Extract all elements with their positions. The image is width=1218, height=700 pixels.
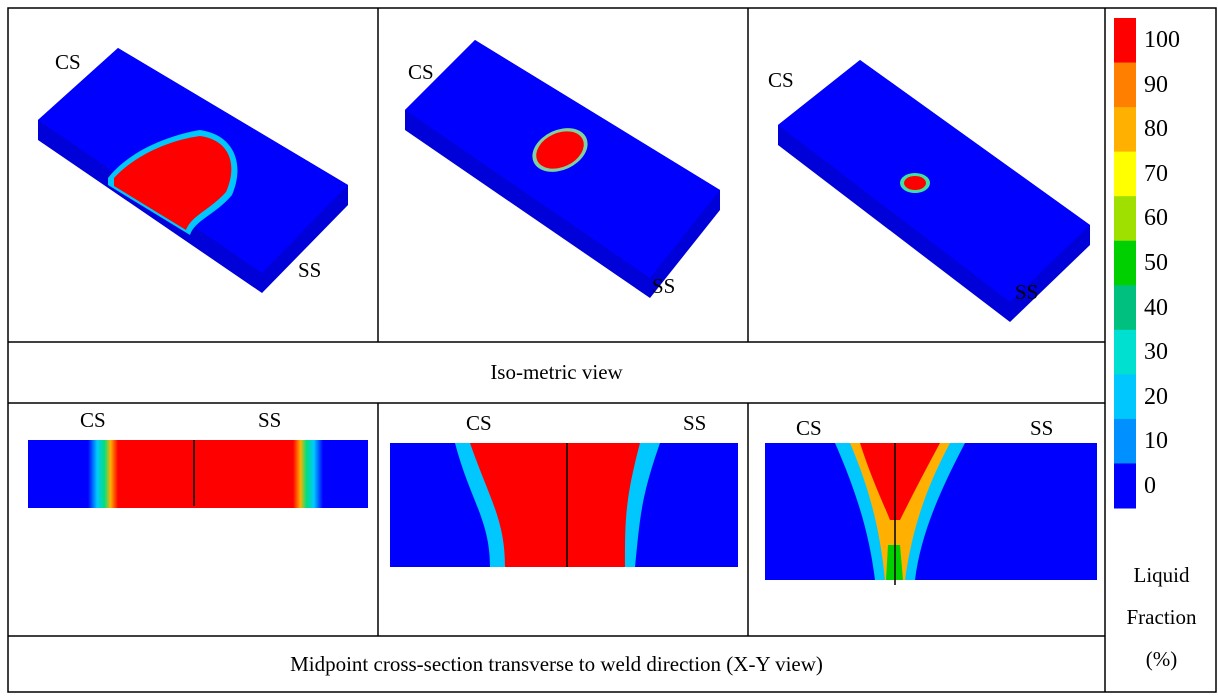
ss-label: SS xyxy=(652,276,675,297)
colorbar-tick: 20 xyxy=(1144,385,1168,409)
colorbar-tick: 80 xyxy=(1144,117,1168,141)
cs-label: CS xyxy=(768,70,794,91)
colorbar-tick: 0 xyxy=(1144,474,1156,498)
caption: Iso-metric view xyxy=(8,362,1105,383)
colorbar-tick: 60 xyxy=(1144,206,1168,230)
colorbar xyxy=(1114,18,1136,509)
caption: Midpoint cross-section transverse to wel… xyxy=(8,654,1105,675)
colorbar-tick: 30 xyxy=(1144,340,1168,364)
colorbar-segment xyxy=(1114,463,1136,508)
colorbar-segment xyxy=(1114,285,1136,330)
ss-label: SS xyxy=(258,410,281,431)
iso-plate-1 xyxy=(38,48,348,293)
colorbar-tick: 70 xyxy=(1144,162,1168,186)
colorbar-segment xyxy=(1114,152,1136,197)
legend-title: Liquid xyxy=(1107,565,1216,586)
colorbar-segment xyxy=(1114,330,1136,375)
cs-label: CS xyxy=(80,410,106,431)
ss-label: SS xyxy=(683,413,706,434)
colorbar-segment xyxy=(1114,374,1136,419)
section-3 xyxy=(765,443,1097,585)
colorbar-segment xyxy=(1114,196,1136,241)
section-1 xyxy=(28,440,368,508)
colorbar-segment xyxy=(1114,419,1136,464)
colorbar-segment xyxy=(1114,18,1136,63)
page: CS SS CS SS CS SS CS SS CS SS CS SS Iso-metric view M… xyxy=(0,0,1218,700)
colorbar-segment xyxy=(1114,63,1136,108)
colorbar-segment xyxy=(1114,241,1136,286)
colorbar-segment xyxy=(1114,107,1136,152)
colorbar-tick: 10 xyxy=(1144,429,1168,453)
colorbar-tick: 90 xyxy=(1144,73,1168,97)
iso-plate-3 xyxy=(778,60,1090,322)
colorbar-tick: 50 xyxy=(1144,251,1168,275)
section-2 xyxy=(390,443,738,567)
cs-label: CS xyxy=(796,418,822,439)
legend-title: (%) xyxy=(1107,649,1216,670)
figure xyxy=(0,0,1218,700)
iso-plate-2 xyxy=(405,40,720,298)
colorbar-tick: 100 xyxy=(1144,28,1180,52)
ss-label: SS xyxy=(1030,418,1053,439)
cs-label: CS xyxy=(55,52,81,73)
ss-label: SS xyxy=(1015,282,1038,303)
cs-label: CS xyxy=(408,62,434,83)
ss-label: SS xyxy=(298,260,321,281)
cs-label: CS xyxy=(466,413,492,434)
colorbar-tick: 40 xyxy=(1144,296,1168,320)
legend-title: Fraction xyxy=(1107,607,1216,628)
